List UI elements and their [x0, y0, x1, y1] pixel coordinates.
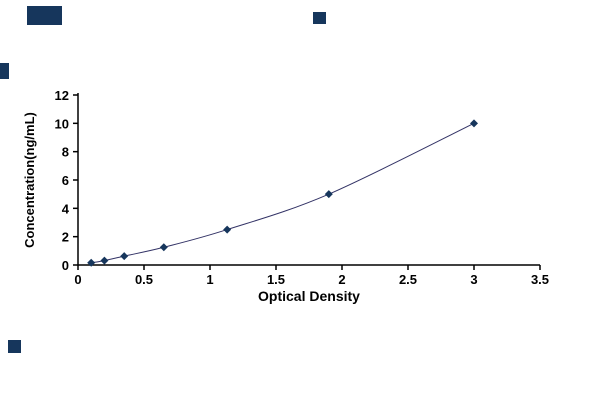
svg-text:2: 2	[338, 272, 345, 287]
svg-text:6: 6	[62, 173, 69, 188]
svg-text:2.5: 2.5	[399, 272, 417, 287]
svg-text:0.5: 0.5	[135, 272, 153, 287]
svg-text:1: 1	[206, 272, 213, 287]
svg-text:0: 0	[74, 272, 81, 287]
svg-text:12: 12	[55, 88, 69, 103]
watermark-block	[8, 340, 21, 353]
watermark-block	[27, 6, 62, 25]
svg-text:0: 0	[62, 258, 69, 273]
svg-text:4: 4	[62, 201, 70, 216]
svg-text:10: 10	[55, 116, 69, 131]
svg-text:1.5: 1.5	[267, 272, 285, 287]
watermark-block	[313, 12, 326, 24]
svg-text:2: 2	[62, 230, 69, 245]
svg-text:3.5: 3.5	[531, 272, 549, 287]
y-axis-title: Concentration(ng/mL)	[22, 112, 37, 248]
x-axis-title: Optical Density	[258, 288, 360, 304]
watermark-block	[0, 63, 9, 79]
svg-text:3: 3	[470, 272, 477, 287]
svg-text:8: 8	[62, 145, 69, 160]
